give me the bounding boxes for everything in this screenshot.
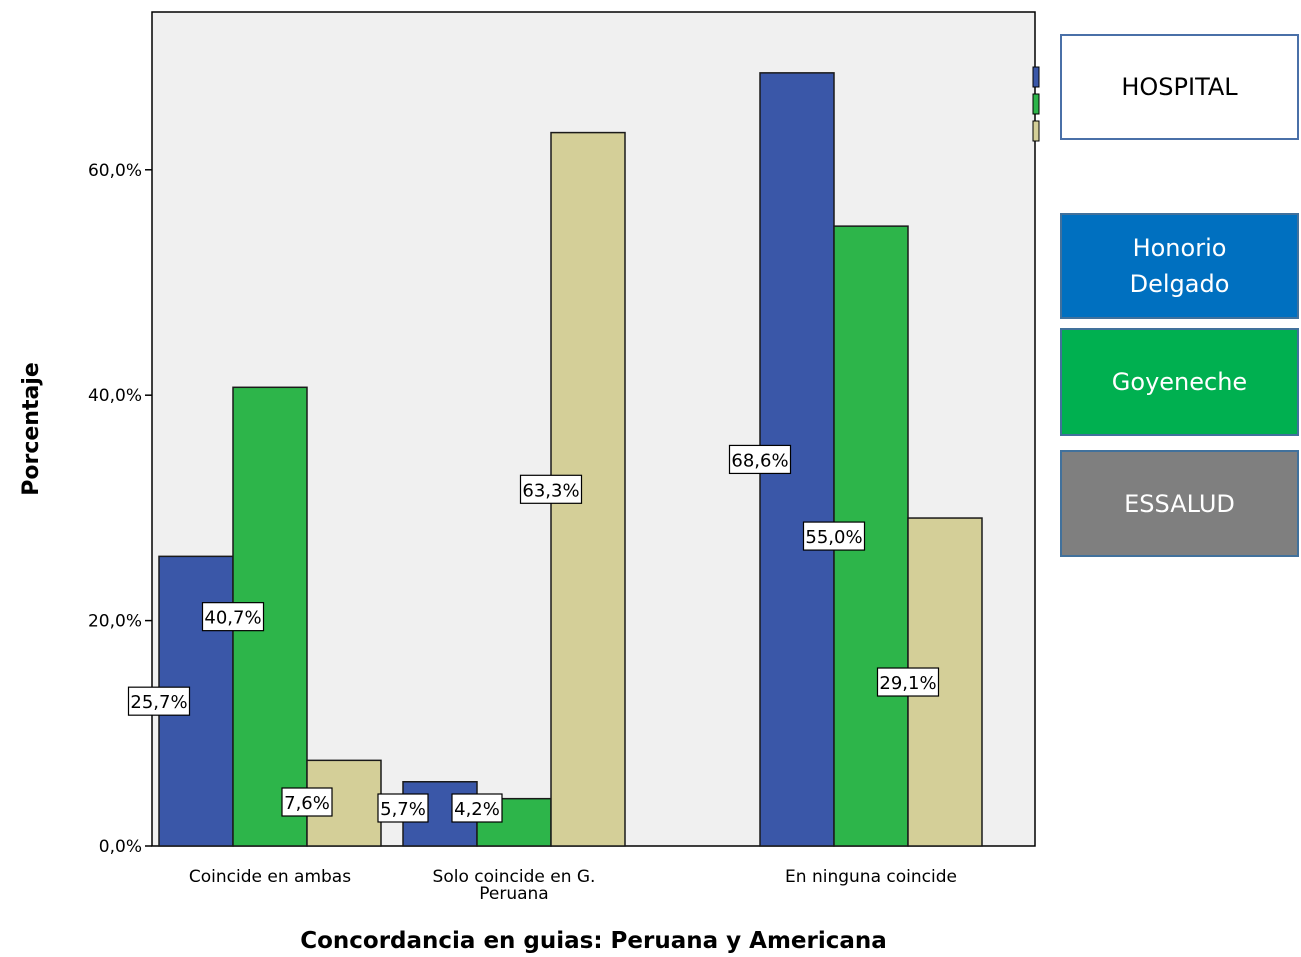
x-tick-label: Solo coincide en G. (433, 867, 596, 887)
data-label-box (281, 787, 333, 817)
y-tick-label: 40,0% (88, 386, 142, 406)
x-tick-label: Coincide en ambas (189, 867, 351, 887)
data-label-box (876, 667, 940, 697)
data-label: 5,7% (380, 799, 426, 820)
data-label: 40,7% (204, 608, 261, 629)
y-tick-label: 20,0% (88, 612, 142, 632)
legend-label-goyeneche: Goyeneche (1111, 368, 1248, 396)
data-label: 25,7% (130, 692, 187, 713)
data-label-box (519, 474, 583, 504)
legend-item-goyeneche: Goyeneche (1060, 328, 1299, 436)
legend-item-honorio-delgado: Honorio Delgado (1060, 213, 1299, 319)
x-tick-label: Peruana (479, 884, 548, 904)
data-label: 68,6% (731, 450, 788, 471)
legend-label-essalud: ESSALUD (1124, 489, 1235, 518)
legend-swatch (1032, 120, 1040, 142)
y-tick-label: 60,0% (88, 161, 142, 181)
data-label: 55,0% (805, 527, 862, 548)
data-label-box (377, 793, 429, 823)
legend-label-honorio-delgado: Honorio Delgado (1129, 234, 1230, 298)
data-label: 4,2% (454, 799, 500, 820)
data-label-box (802, 521, 866, 551)
data-label-box (451, 793, 503, 823)
legend-title: HOSPITAL (1060, 34, 1299, 140)
legend-swatch (1032, 93, 1040, 115)
legend-item-essalud: ESSALUD (1060, 450, 1299, 557)
y-tick-label: 0,0% (99, 837, 142, 857)
data-label-box (201, 602, 265, 632)
data-label-box (728, 444, 792, 475)
y-axis-label: Porcentaje (19, 362, 44, 496)
data-label-box (127, 686, 191, 716)
x-tick-label: En ninguna coincide (785, 867, 957, 887)
legend-title-text: HOSPITAL (1121, 73, 1238, 101)
data-label: 29,1% (879, 673, 936, 694)
data-label: 63,3% (522, 480, 579, 501)
legend-swatch (1032, 66, 1040, 88)
x-axis-label: Concordancia en guias: Peruana y America… (300, 928, 887, 954)
data-label: 7,6% (284, 793, 330, 814)
